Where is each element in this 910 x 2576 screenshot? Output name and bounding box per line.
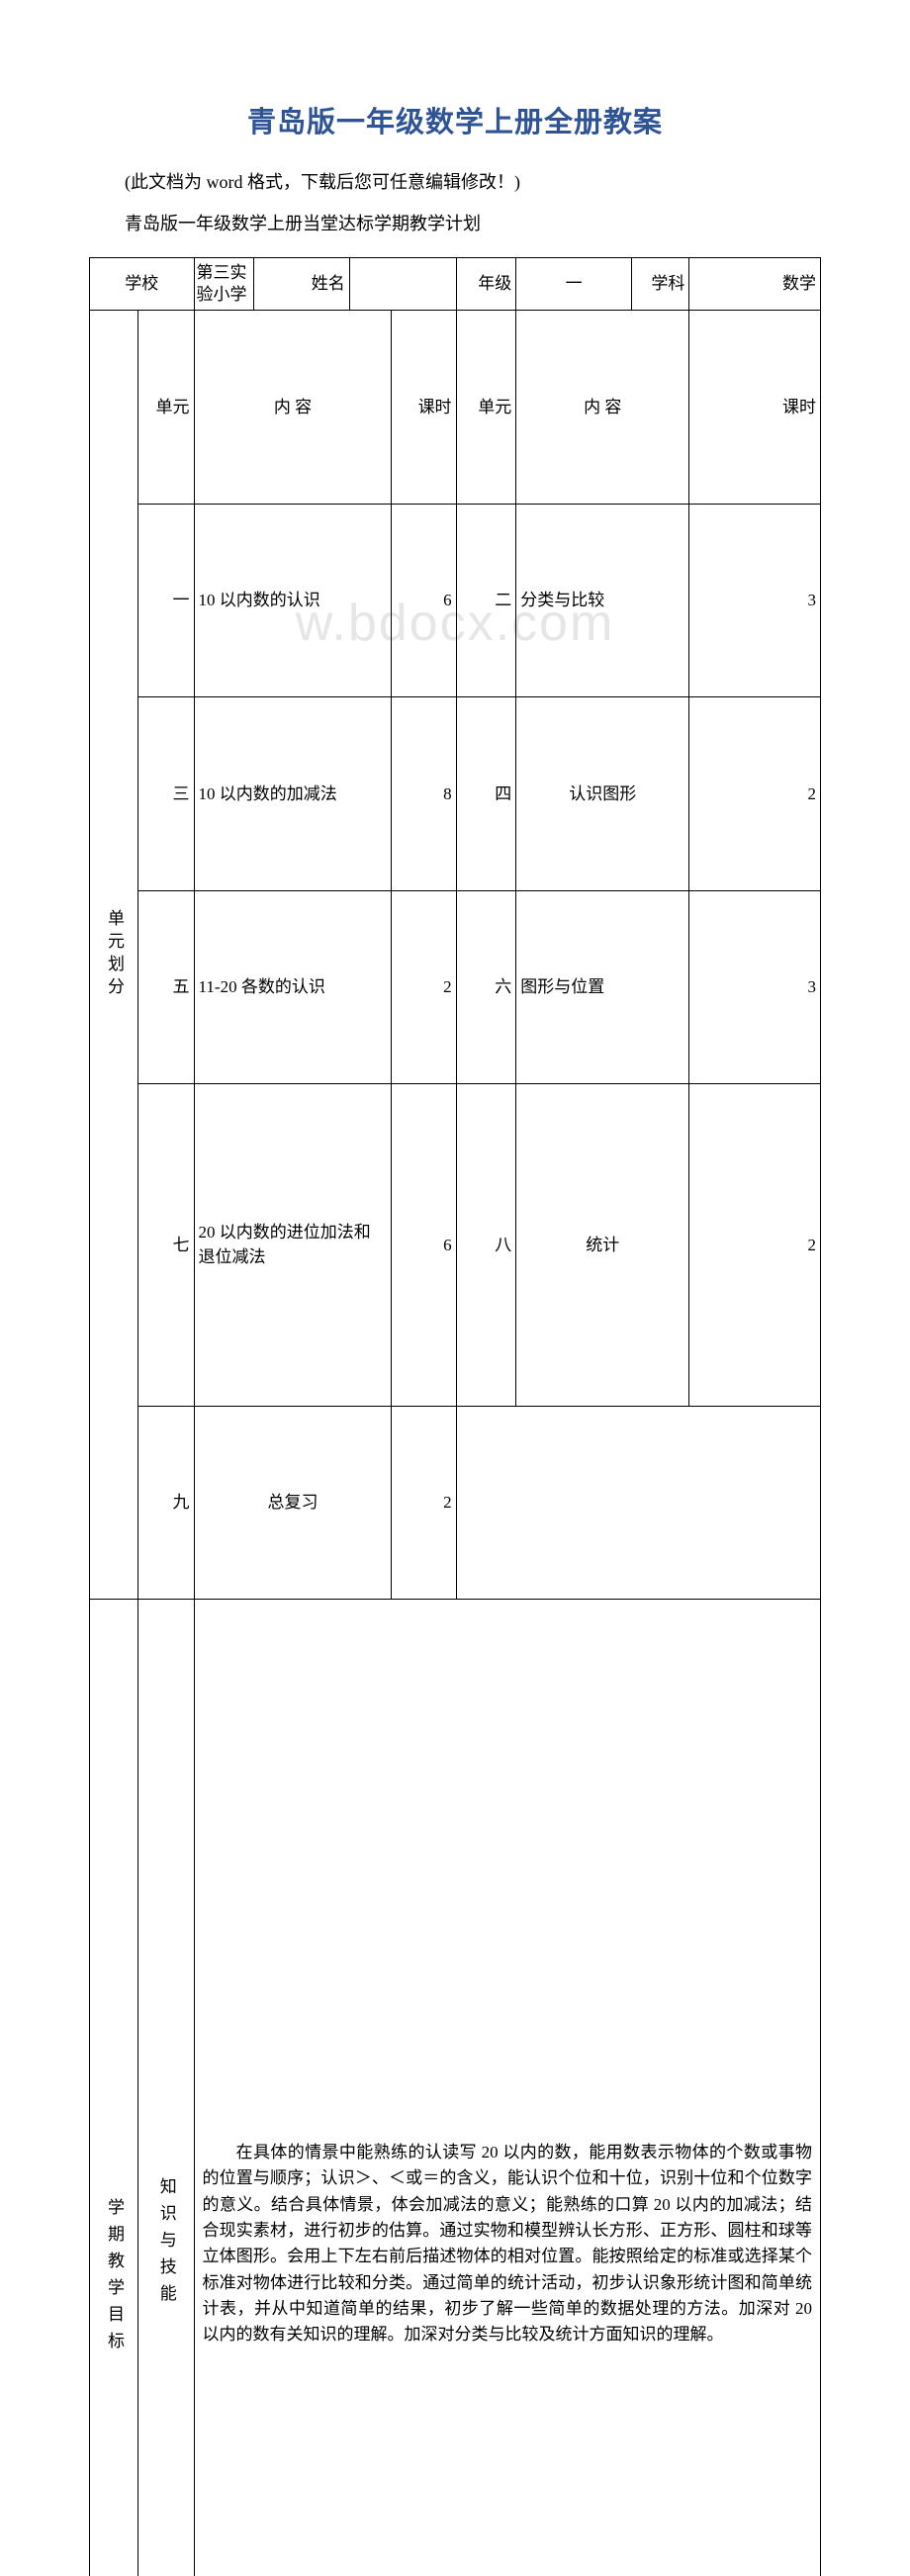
goals-knowledge-row: 学期教学目标 知识与技能 在具体的情景中能熟练的认读写 20 以内的数，能用数表…	[90, 1600, 821, 2576]
subject-value: 数学	[689, 258, 821, 311]
unit-content: 11-20 各数的认识	[194, 890, 392, 1084]
col-unit-right: 单元	[456, 311, 516, 505]
unit-header-row: 单元划分 单元 内 容 课时 单元 内 容 课时	[90, 311, 821, 505]
unit-hours: 2	[689, 1084, 821, 1406]
unit-content: 认识图形	[516, 697, 689, 891]
col-content-right: 内 容	[516, 311, 689, 505]
page-title: 青岛版一年级数学上册全册教案	[89, 99, 821, 140]
grade-value: 一	[516, 258, 632, 311]
unit-hours: 6	[392, 504, 456, 697]
unit-hours: 2	[392, 890, 456, 1084]
unit-num: 二	[456, 504, 516, 697]
subject-label: 学科	[632, 258, 689, 311]
goals-knowledge-text: 在具体的情景中能熟练的认读写 20 以内的数，能用数表示物体的个数或事物的位置与…	[194, 1600, 820, 2576]
unit-row: 九 总复习 2	[90, 1406, 821, 1600]
unit-content: 分类与比较	[516, 504, 689, 697]
unit-content: 10 以内数的认识	[194, 504, 392, 697]
goals-knowledge-label: 知识与技能	[138, 1600, 194, 2576]
unit-content: 20 以内数的进位加法和退位减法	[194, 1084, 392, 1406]
col-hours-left: 课时	[392, 311, 456, 505]
unit-hours: 6	[392, 1084, 456, 1406]
unit-row: 七 20 以内数的进位加法和退位减法 6 八 统计 2	[90, 1084, 821, 1406]
grade-label: 年级	[456, 258, 516, 311]
unit-num: 三	[138, 697, 194, 891]
unit-hours: 2	[689, 697, 821, 891]
document-subtitle: 青岛版一年级数学上册当堂达标学期教学计划	[89, 206, 821, 241]
unit-content: 10 以内数的加减法	[194, 697, 392, 891]
name-value	[349, 258, 456, 311]
unit-row: 三 10 以内数的加减法 8 四 认识图形 2	[90, 697, 821, 891]
unit-content: 图形与位置	[516, 890, 689, 1084]
empty-cell	[456, 1406, 820, 1600]
lesson-plan-table: 学校 第三实验小学 姓名 年级 一 学科 数学 单元划分 单元 内 容 课时 单…	[89, 257, 821, 2576]
unit-content: 统计	[516, 1084, 689, 1406]
school-value: 第三实验小学	[194, 258, 254, 311]
unit-hours: 3	[689, 890, 821, 1084]
col-hours-right: 课时	[689, 311, 821, 505]
school-label: 学校	[90, 258, 195, 311]
unit-hours: 3	[689, 504, 821, 697]
units-section-label: 单元划分	[90, 311, 138, 1600]
header-info-row: 学校 第三实验小学 姓名 年级 一 学科 数学	[90, 258, 821, 311]
unit-num: 四	[456, 697, 516, 891]
unit-row: 一 10 以内数的认识 6 二 分类与比较 3	[90, 504, 821, 697]
unit-content: 总复习	[194, 1406, 392, 1600]
col-content-left: 内 容	[194, 311, 392, 505]
document-note: (此文档为 word 格式，下载后您可任意编辑修改！)	[89, 164, 821, 200]
unit-num: 一	[138, 504, 194, 697]
unit-num: 五	[138, 890, 194, 1084]
col-unit-left: 单元	[138, 311, 194, 505]
unit-num: 八	[456, 1084, 516, 1406]
name-label: 姓名	[254, 258, 350, 311]
unit-num: 九	[138, 1406, 194, 1600]
unit-num: 六	[456, 890, 516, 1084]
unit-hours: 2	[392, 1406, 456, 1600]
unit-num: 七	[138, 1084, 194, 1406]
unit-hours: 8	[392, 697, 456, 891]
unit-row: 五 11-20 各数的认识 2 六 图形与位置 3	[90, 890, 821, 1084]
goals-section-label: 学期教学目标	[90, 1600, 138, 2576]
